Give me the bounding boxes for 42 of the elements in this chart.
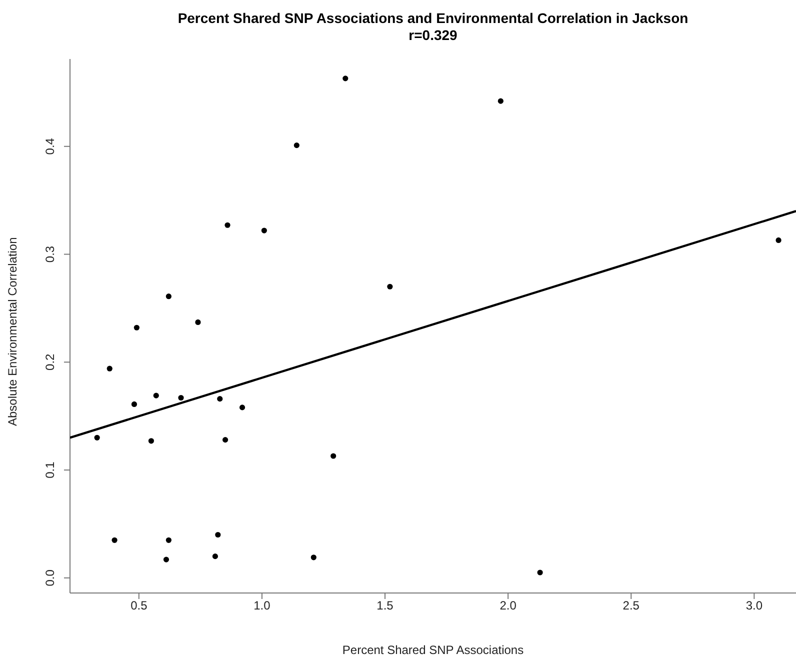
x-tick-label: 3.0 [746, 598, 763, 613]
x-tick-label: 0.5 [130, 598, 148, 613]
x-tick-label: 2.0 [500, 598, 517, 613]
point [134, 324, 140, 330]
y-tick-label: 0.1 [43, 461, 57, 478]
point [294, 142, 300, 148]
x-tick-label: 2.5 [622, 598, 640, 613]
point [153, 392, 159, 398]
y-tick-label: 0.4 [43, 138, 57, 155]
point [310, 554, 316, 560]
y-tick-label: 0.0 [43, 569, 57, 586]
y-axis-title: Absolute Environmental Correlation [5, 237, 20, 426]
chart-title: Percent Shared SNP Associations and Environmental Correlation in Jackson [176, 10, 690, 27]
point [112, 537, 118, 543]
point [498, 98, 504, 104]
point [106, 366, 112, 372]
chart-subtitle: r=0.329 [408, 27, 458, 44]
point [215, 532, 221, 538]
point [239, 404, 246, 410]
x-tick-label: 1.0 [254, 598, 271, 613]
x-axis-title: Percent Shared SNP Associations [342, 643, 524, 657]
point [217, 396, 223, 402]
point [131, 401, 138, 408]
point [166, 294, 172, 300]
x-tick-label: 1.5 [376, 598, 394, 613]
point [222, 437, 228, 443]
point [166, 537, 172, 543]
y-tick-label: 0.3 [43, 246, 57, 263]
point [537, 570, 543, 576]
point [342, 76, 348, 82]
point [387, 284, 393, 290]
point [330, 453, 336, 459]
point [224, 222, 230, 228]
point [261, 228, 267, 234]
point [195, 319, 201, 326]
point [94, 434, 100, 440]
point [163, 556, 170, 562]
point [776, 237, 782, 244]
point [212, 554, 218, 560]
y-tick-label: 0.2 [43, 353, 57, 370]
point [148, 438, 154, 444]
point [178, 394, 184, 401]
